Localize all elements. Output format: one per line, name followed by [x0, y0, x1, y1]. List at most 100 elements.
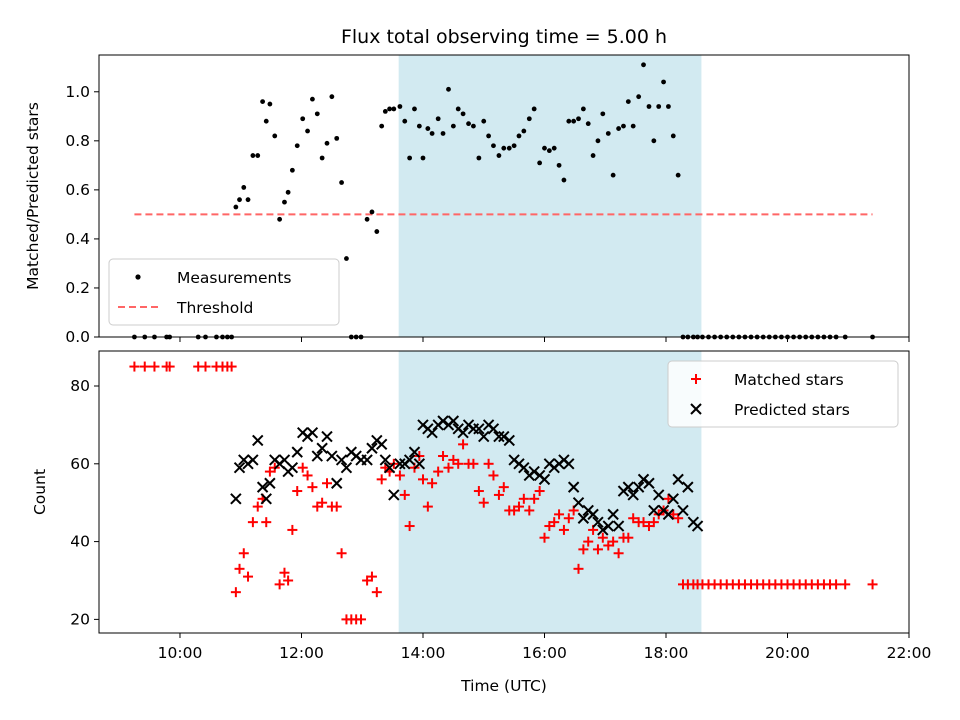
- measurements-point: [621, 123, 626, 129]
- matched-stars-point: [648, 517, 659, 528]
- measurements-point: [646, 104, 652, 109]
- measurements-point: [666, 104, 671, 109]
- predicted-stars-point: [518, 461, 530, 474]
- measurements-point: [314, 111, 320, 117]
- measurements-point: [379, 123, 385, 129]
- predicted-stars-point: [340, 461, 353, 474]
- measurements-point: [245, 197, 251, 203]
- y-tick-label: 80: [70, 377, 90, 395]
- measurements-point: [267, 101, 273, 107]
- measurements-point: [344, 256, 349, 261]
- top-panel-frame: [98, 54, 910, 338]
- predicted-stars-point: [592, 516, 604, 528]
- matched-stars-point: [623, 532, 634, 543]
- measurements-point: [416, 123, 422, 129]
- matched-stars-point: [498, 482, 509, 493]
- top-panel-legend: Measurements Threshold: [108, 258, 340, 326]
- bottom-panel-legend: Matched stars Predicted stars: [667, 360, 899, 428]
- matched-stars-point: [468, 458, 479, 469]
- predicted-stars-point: [602, 520, 614, 532]
- measurements-point: [481, 118, 487, 124]
- measurements-point: [294, 143, 300, 149]
- matched-stars-point: [438, 451, 449, 462]
- matched-stars-point: [399, 489, 410, 500]
- matched-stars-point: [322, 478, 333, 489]
- matched-stars-point: [287, 524, 298, 535]
- predicted-stars-point: [426, 426, 438, 439]
- measurements-point: [255, 153, 261, 158]
- chart-title: Flux total observing time = 5.00 h: [341, 26, 667, 48]
- measurements-point: [397, 104, 403, 109]
- matched-stars-point: [149, 361, 160, 372]
- predicted-stars-point: [473, 423, 485, 435]
- matched-stars-point: [867, 579, 878, 590]
- legend-measurements-label: Measurements: [177, 269, 292, 287]
- matched-stars-point: [628, 513, 639, 524]
- measurements-point: [661, 79, 666, 85]
- predicted-stars-point: [264, 477, 276, 489]
- y-tick-label: 0.8: [65, 132, 90, 150]
- matched-stars-point: [317, 497, 328, 508]
- y-tick-label: 60: [70, 455, 90, 473]
- measurements-point: [576, 116, 581, 122]
- measurements-point: [319, 155, 325, 161]
- measurements-point: [590, 153, 596, 158]
- top-panel-ylabel: Matched/Predicted stars: [24, 102, 42, 290]
- predicted-stars-point: [388, 489, 400, 501]
- measurements-point: [425, 126, 431, 131]
- measurements-point: [310, 96, 315, 102]
- matched-stars-point: [366, 571, 377, 582]
- matched-stars-point: [663, 493, 674, 504]
- predicted-stars-point: [403, 454, 416, 466]
- x-tick-label: 18:00: [644, 644, 689, 662]
- predicted-stars-point: [233, 461, 246, 474]
- measurements-point: [369, 209, 375, 215]
- predicted-stars-point: [567, 481, 580, 493]
- measurements-point: [542, 145, 547, 151]
- predicted-stars-point: [230, 493, 242, 505]
- matched-stars-point: [549, 517, 560, 528]
- predicted-stars-point: [691, 520, 704, 532]
- matched-stars-point: [473, 486, 484, 497]
- matched-stars-point: [493, 489, 504, 500]
- y-tick-label: 0.6: [65, 181, 90, 199]
- measurements-point: [300, 116, 306, 122]
- measurements-point: [233, 204, 239, 210]
- matched-stars-point: [458, 439, 469, 450]
- measurements-point: [263, 118, 269, 124]
- measurements-point: [374, 229, 380, 234]
- measurements-point: [526, 116, 532, 122]
- predicted-stars-point: [247, 454, 259, 466]
- measurements-point: [605, 131, 611, 136]
- measurements-point: [285, 189, 291, 195]
- bottom-panel-frame: [98, 350, 910, 634]
- measurements-point: [412, 106, 417, 112]
- measurements-point: [446, 86, 451, 92]
- measurements-point: [329, 94, 335, 100]
- predicted-stars-point: [408, 446, 421, 458]
- measurements-point: [440, 131, 446, 136]
- predicted-stars-point: [478, 430, 490, 443]
- measurements-point: [476, 155, 482, 161]
- measurements-point: [641, 62, 646, 68]
- measurements-point: [625, 99, 631, 104]
- predicted-stars-point: [682, 481, 694, 493]
- measurements-point: [334, 135, 340, 141]
- measurements-point: [241, 185, 247, 190]
- matched-stars-point: [578, 544, 589, 555]
- predicted-stars-point: [335, 454, 348, 466]
- measurements-point: [551, 145, 557, 151]
- measurements-point: [420, 155, 426, 161]
- predicted-stars-point: [394, 458, 406, 470]
- y-tick-label: 0.2: [65, 279, 90, 297]
- measurements-point: [339, 180, 344, 185]
- measurements-point: [561, 177, 567, 183]
- matched-stars-point: [592, 544, 603, 555]
- matched-stars-point: [376, 474, 387, 485]
- matched-stars-point: [488, 470, 499, 481]
- matched-stars-point: [129, 361, 140, 372]
- matched-stars-point: [513, 501, 524, 512]
- predicted-stars-point: [637, 473, 650, 486]
- matched-stars-point: [573, 563, 584, 574]
- measurements-point: [531, 106, 537, 112]
